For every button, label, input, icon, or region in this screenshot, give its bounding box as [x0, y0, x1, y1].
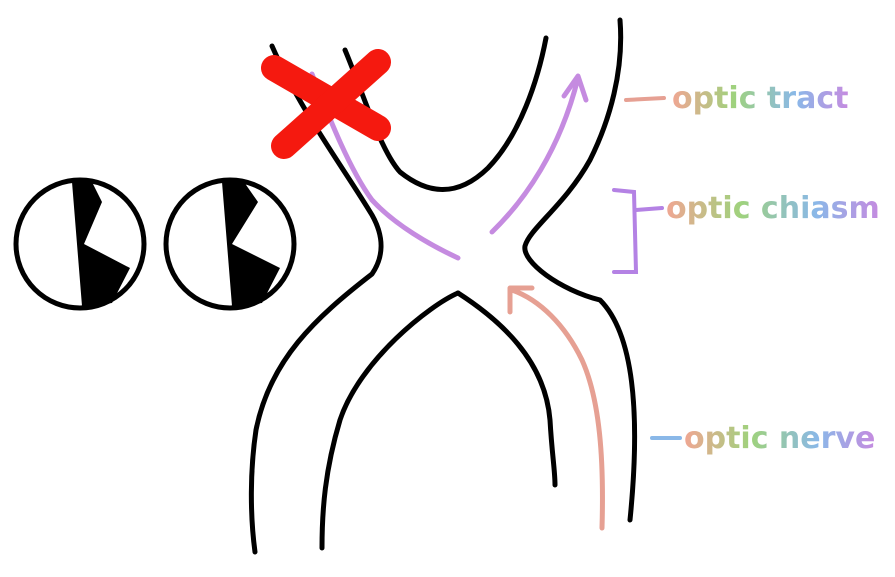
- optic-chiasm-label: optic chiasm: [666, 191, 880, 226]
- optic-tract-label: optic tract: [672, 81, 848, 116]
- visual-field-circle-icon: [163, 177, 297, 311]
- nerve-arrow-icon: [507, 285, 605, 531]
- red-x-icon: [261, 49, 391, 159]
- visual-field-circle-icon: [13, 177, 147, 311]
- optic-nerve-label: optic nerve: [684, 421, 875, 456]
- label-connectors: [612, 96, 682, 440]
- optic-structure-outline: [248, 17, 638, 555]
